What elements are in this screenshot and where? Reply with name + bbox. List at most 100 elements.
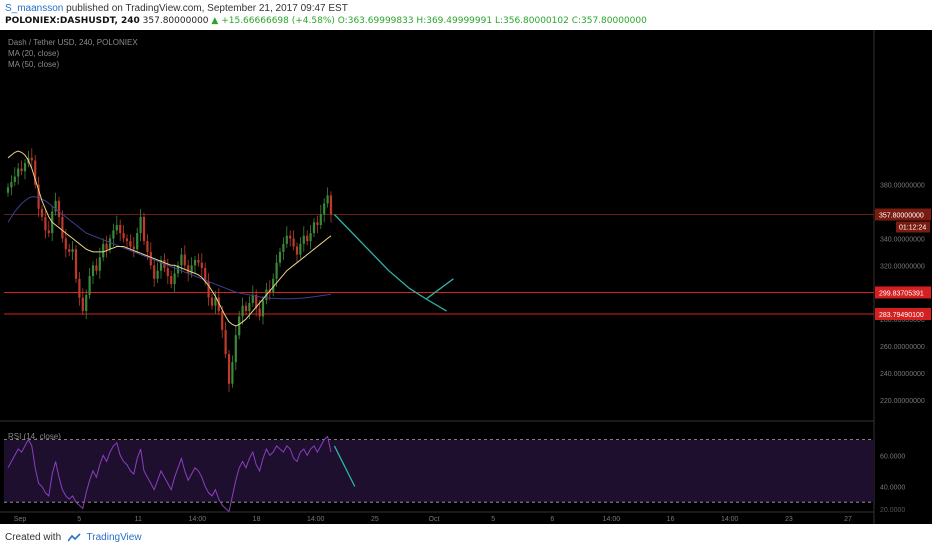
candle-body bbox=[71, 249, 74, 252]
level-price-tag bbox=[875, 286, 931, 299]
candle-body bbox=[13, 176, 16, 182]
candle-body bbox=[34, 160, 37, 185]
candle-body bbox=[115, 225, 118, 231]
candle-body bbox=[142, 216, 146, 242]
candle-body bbox=[20, 168, 23, 172]
up-arrow-icon: ▲ bbox=[211, 16, 219, 26]
rsi-tick-label: 60.0000 bbox=[880, 453, 905, 460]
candle-body bbox=[323, 203, 326, 215]
candle-body bbox=[207, 281, 210, 298]
candle-body bbox=[95, 265, 98, 271]
candle-body bbox=[132, 246, 135, 250]
candle-body bbox=[221, 311, 224, 330]
author-link[interactable]: S_maansson bbox=[5, 3, 64, 14]
last-price-label: 357.80000000 bbox=[879, 213, 924, 220]
ohlc-values: O:363.69999833 H:369.49999991 L:356.8000… bbox=[337, 16, 647, 26]
price-chart[interactable]: Dash / Tether USD, 240, POLONIEX MA (20,… bbox=[0, 30, 932, 524]
y-tick-label: 380.00000000 bbox=[880, 183, 925, 190]
last-price-tag bbox=[875, 208, 931, 221]
candle-body bbox=[272, 278, 275, 293]
x-tick-label: 11 bbox=[135, 516, 142, 523]
tradingview-link[interactable]: TradingView bbox=[86, 532, 142, 543]
candle-body bbox=[316, 222, 319, 225]
legend-rsi: RSI (14, close) bbox=[8, 432, 61, 441]
candle-body bbox=[278, 251, 282, 263]
candle-body bbox=[122, 233, 125, 239]
candle-body bbox=[292, 238, 295, 247]
candle-body bbox=[98, 257, 101, 271]
symbol-name: POLONIEX:DASHUSDT, 240 bbox=[5, 16, 140, 26]
x-tick-label: 27 bbox=[844, 516, 852, 523]
y-tick-label: 320.00000000 bbox=[880, 263, 925, 270]
countdown-tag bbox=[896, 221, 930, 233]
candle-body bbox=[40, 208, 44, 217]
candle-body bbox=[68, 249, 71, 252]
candle-body bbox=[289, 235, 292, 239]
candle-body bbox=[187, 265, 190, 274]
candle-body bbox=[159, 259, 163, 271]
candle-body bbox=[88, 276, 91, 295]
candle-body bbox=[251, 294, 254, 303]
candle-body bbox=[91, 265, 95, 277]
candle-body bbox=[204, 268, 207, 282]
x-tick-label: 23 bbox=[785, 516, 793, 523]
candle-body bbox=[224, 329, 227, 355]
x-tick-label: Oct bbox=[429, 516, 440, 523]
rsi-bottom-label: 20.0000 bbox=[880, 507, 905, 514]
y-tick-label: 260.00000000 bbox=[880, 344, 925, 351]
candle-body bbox=[153, 265, 156, 279]
tradingview-logo-icon bbox=[67, 533, 81, 542]
candle-body bbox=[309, 233, 312, 242]
candle-body bbox=[261, 300, 265, 317]
candle-body bbox=[10, 181, 13, 188]
candle-body bbox=[17, 168, 20, 177]
candle-body bbox=[112, 230, 115, 239]
candle-body bbox=[197, 259, 200, 263]
candle-body bbox=[37, 184, 40, 209]
x-tick-label: 18 bbox=[253, 516, 261, 523]
candle-body bbox=[306, 235, 309, 242]
rsi-projection-line bbox=[333, 445, 356, 487]
y-tick-label: 220.00000000 bbox=[880, 398, 925, 405]
candle-body bbox=[47, 230, 50, 234]
level-price-tag bbox=[875, 308, 931, 321]
candle-body bbox=[227, 354, 231, 384]
x-tick-label: 14:00 bbox=[721, 516, 739, 523]
candle-body bbox=[173, 273, 176, 285]
candle-body bbox=[64, 238, 67, 250]
candle-body bbox=[6, 187, 10, 193]
candle-body bbox=[44, 216, 47, 231]
legend-ma20: MA (20, close) bbox=[8, 49, 59, 58]
x-tick-label: 5 bbox=[77, 516, 81, 523]
candle-body bbox=[190, 265, 193, 274]
y-tick-label: 240.00000000 bbox=[880, 371, 925, 378]
candle-body bbox=[241, 305, 244, 317]
candle-body bbox=[214, 297, 217, 306]
candle-body bbox=[23, 163, 27, 172]
candle-body bbox=[81, 297, 84, 312]
candle-body bbox=[74, 249, 78, 279]
publish-info: S_maansson published on TradingView.com,… bbox=[5, 3, 348, 14]
candle-body bbox=[78, 278, 81, 298]
y-tick-label: 340.00000000 bbox=[880, 236, 925, 243]
candle-body bbox=[319, 214, 322, 225]
candle-body bbox=[193, 259, 197, 266]
candle-body bbox=[129, 241, 132, 247]
candle-body bbox=[119, 225, 122, 234]
x-tick-label: 5 bbox=[491, 516, 495, 523]
projection-line bbox=[333, 214, 454, 312]
candle-body bbox=[108, 238, 112, 250]
created-with-text: Created with bbox=[5, 532, 62, 543]
legend-ma50: MA (50, close) bbox=[8, 60, 59, 69]
ma20-line bbox=[7, 150, 332, 327]
candle-body bbox=[170, 276, 173, 285]
y-tick-label: 280.00000000 bbox=[880, 317, 925, 324]
candle-body bbox=[54, 200, 57, 212]
rsi-tick-label: 40.0000 bbox=[880, 485, 905, 492]
legend-title: Dash / Tether USD, 240, POLONIEX bbox=[8, 38, 138, 47]
candle-body bbox=[295, 246, 299, 255]
candle-body bbox=[180, 254, 183, 266]
candle-body bbox=[299, 243, 302, 255]
candle-body bbox=[85, 294, 88, 312]
candle-body bbox=[125, 238, 129, 242]
